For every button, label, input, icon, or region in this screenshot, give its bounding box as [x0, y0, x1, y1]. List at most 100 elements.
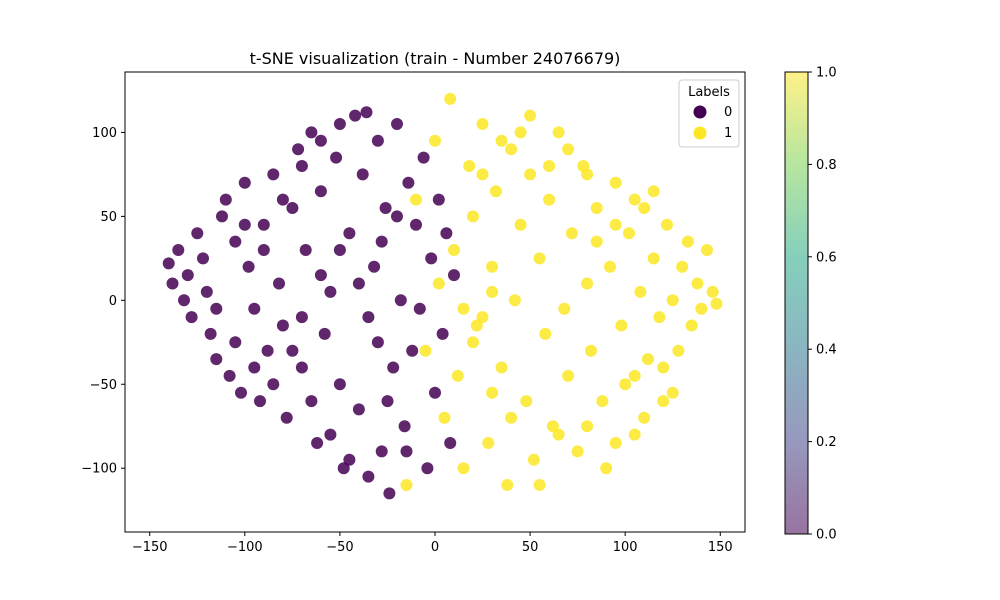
point-label-0-43 — [368, 260, 381, 273]
point-label-0-66 — [229, 336, 242, 349]
point-label-0-40 — [352, 403, 365, 416]
point-label-0-86 — [381, 395, 394, 408]
legend-marker-0 — [693, 105, 707, 119]
point-label-0-39 — [349, 109, 362, 122]
point-label-1-18 — [501, 479, 514, 491]
point-label-0-15 — [235, 386, 247, 399]
point-label-0-83 — [314, 134, 327, 147]
point-label-0-14 — [229, 235, 242, 248]
point-label-0-22 — [267, 168, 280, 181]
x-tick-label: −150 — [132, 540, 168, 555]
point-label-0-10 — [210, 353, 223, 366]
colorbar-tick-label: 1.0 — [816, 66, 837, 81]
point-label-1-24 — [527, 453, 540, 466]
y-tick-label: 50 — [100, 210, 117, 225]
x-tick-label: 50 — [522, 540, 539, 555]
point-label-1-6 — [444, 92, 457, 105]
point-label-1-51 — [657, 395, 670, 408]
point-label-1-73 — [590, 235, 603, 248]
point-label-0-48 — [387, 361, 400, 374]
point-label-1-79 — [581, 168, 594, 181]
point-label-0-56 — [417, 151, 430, 164]
point-label-1-85 — [457, 302, 470, 315]
point-label-1-20 — [508, 294, 521, 307]
x-tick-label: 0 — [431, 540, 439, 555]
point-label-1-46 — [634, 285, 647, 298]
point-label-0-58 — [425, 252, 438, 265]
point-label-1-48 — [642, 353, 654, 366]
point-label-1-19 — [505, 143, 518, 156]
point-label-1-87 — [486, 285, 499, 298]
point-label-0-63 — [444, 437, 457, 449]
legend-box — [678, 79, 740, 148]
point-label-1-56 — [681, 235, 694, 248]
point-label-1-4 — [432, 277, 445, 290]
point-label-1-83 — [476, 168, 489, 181]
point-label-1-37 — [590, 202, 603, 214]
point-label-0-21 — [261, 344, 274, 357]
point-label-1-17 — [495, 361, 508, 374]
point-label-1-29 — [552, 126, 565, 139]
y-tick-label: 100 — [92, 126, 117, 141]
point-label-0-37 — [337, 462, 350, 475]
point-label-1-40 — [604, 260, 616, 273]
point-label-1-28 — [546, 420, 559, 433]
point-label-1-53 — [666, 294, 679, 307]
point-label-1-74 — [609, 218, 622, 231]
legend-title: Labels — [688, 85, 730, 100]
point-label-0-27 — [292, 143, 305, 156]
point-label-1-62 — [710, 297, 723, 310]
point-label-1-50 — [653, 311, 666, 324]
point-label-1-13 — [476, 118, 489, 130]
y-tick-label: 0 — [109, 294, 117, 309]
point-label-1-55 — [676, 260, 689, 273]
colorbar: 0.0 0.2 0.4 0.6 0.8 1.0 — [784, 66, 837, 543]
point-label-0-75 — [333, 244, 346, 256]
point-label-1-22 — [520, 395, 533, 408]
point-label-0-0 — [162, 257, 175, 270]
point-label-1-66 — [552, 428, 565, 441]
point-label-0-31 — [311, 437, 324, 449]
point-label-1-75 — [628, 193, 641, 206]
point-label-0-20 — [257, 218, 270, 231]
point-label-0-59 — [429, 386, 441, 399]
point-label-1-70 — [638, 411, 651, 424]
point-label-1-64 — [505, 411, 518, 424]
point-label-0-29 — [299, 244, 312, 256]
colorbar-ticks: 0.0 0.2 0.4 0.6 0.8 1.0 — [808, 66, 837, 543]
y-axis: −100 −50 0 50 100 — [81, 126, 125, 477]
legend-label-0: 0 — [724, 105, 732, 120]
point-label-0-13 — [223, 369, 236, 382]
point-label-0-42 — [362, 311, 375, 324]
point-label-0-16 — [238, 176, 251, 189]
point-label-0-36 — [333, 378, 346, 391]
point-label-0-26 — [286, 202, 299, 214]
colorbar-tick-label: 0.6 — [816, 250, 837, 265]
x-tick-label: 100 — [613, 540, 638, 555]
point-label-0-72 — [343, 453, 356, 466]
point-label-0-11 — [216, 210, 228, 223]
point-label-1-54 — [672, 344, 685, 357]
point-label-0-82 — [295, 160, 308, 172]
point-label-0-28 — [295, 361, 308, 374]
point-label-1-27 — [543, 193, 556, 206]
legend: Labels 0 1 — [678, 79, 740, 148]
colorbar-tick-label: 0.2 — [816, 435, 837, 450]
point-label-0-67 — [248, 361, 261, 374]
point-label-1-0 — [400, 479, 413, 491]
point-label-1-72 — [666, 386, 679, 399]
point-label-1-45 — [628, 428, 641, 441]
point-label-0-1 — [166, 277, 179, 290]
x-tick-label: 150 — [708, 540, 733, 555]
colorbar-tick-label: 0.0 — [816, 528, 837, 543]
point-label-0-45 — [375, 445, 388, 458]
point-label-0-74 — [314, 269, 327, 282]
point-label-0-33 — [318, 327, 331, 340]
point-label-1-36 — [585, 344, 597, 357]
point-label-0-57 — [421, 462, 434, 475]
point-label-0-80 — [257, 244, 270, 256]
point-label-1-81 — [524, 109, 537, 122]
point-label-0-68 — [267, 378, 280, 391]
point-label-1-47 — [638, 202, 651, 214]
